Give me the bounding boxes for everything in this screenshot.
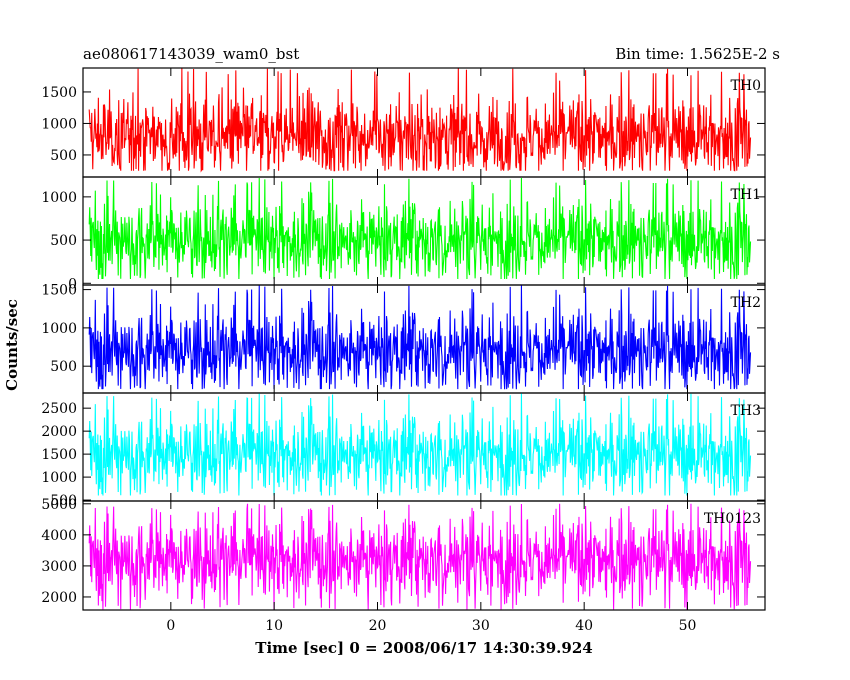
y-tick-label: 2000: [41, 424, 77, 440]
panel-label-th0123: TH0123: [704, 511, 761, 527]
y-tick-label: 3000: [41, 559, 77, 575]
panel-th0: 500 1000 1500 TH0: [41, 67, 766, 178]
x-tick-label: 10: [265, 618, 283, 634]
x-tick-label: 20: [369, 618, 387, 634]
series-th0-line: [88, 68, 752, 173]
panel-th2: 500 1000 1500 TH2: [41, 283, 766, 394]
y-axis-title: Counts/sec: [3, 299, 21, 391]
y-tick-label: 1000: [41, 321, 77, 337]
y-tick-label: 500: [50, 233, 77, 249]
y-tick-label: 2500: [41, 401, 77, 417]
series-th2-line: [88, 285, 752, 390]
y-tick-label: 1000: [41, 116, 77, 132]
series-th3-line: [88, 393, 752, 496]
x-tick-label: 40: [575, 618, 593, 634]
x-axis: 0 10 20 30 40 50: [166, 618, 696, 634]
panel-th1: 0 500 1000 TH1: [41, 176, 766, 292]
series-th1-line: [88, 178, 752, 279]
plot-title-right: Bin time: 1.5625E-2 s: [615, 45, 780, 63]
y-tick-label: 500: [50, 493, 77, 509]
y-tick-label: 0: [68, 276, 77, 292]
x-tick-label: 30: [472, 618, 490, 634]
plot-title-left: ae080617143039_wam0_bst: [83, 45, 299, 63]
y-tick-label: 500: [50, 359, 77, 375]
x-axis-title: Time [sec] 0 = 2008/06/17 14:30:39.924: [255, 639, 592, 657]
series-th0123-line: [88, 503, 752, 610]
x-tick-label: 0: [166, 618, 175, 634]
y-tick-label: 1000: [41, 470, 77, 486]
y-tick-label: 1000: [41, 190, 77, 206]
panel-frame: [82, 500, 766, 611]
panel-th3: 500 1000 1500 2000 2500 TH3: [41, 392, 766, 509]
y-tick-label: 1500: [41, 283, 77, 299]
y-tick-label: 1500: [41, 85, 77, 101]
panel-label-th2: TH2: [731, 295, 761, 311]
y-tick-label: 2000: [41, 590, 77, 606]
x-tick-label: 50: [679, 618, 697, 634]
panel-label-th0: TH0: [731, 78, 761, 94]
y-tick-label: 500: [50, 148, 77, 164]
panel-label-th1: TH1: [731, 187, 761, 203]
panel-th0123: 2000 3000 4000 5000 TH0123: [41, 497, 766, 611]
y-tick-label: 5000: [41, 497, 77, 513]
y-tick-label: 1500: [41, 447, 77, 463]
y-tick-label: 4000: [41, 528, 77, 544]
panel-label-th3: TH3: [731, 403, 761, 419]
